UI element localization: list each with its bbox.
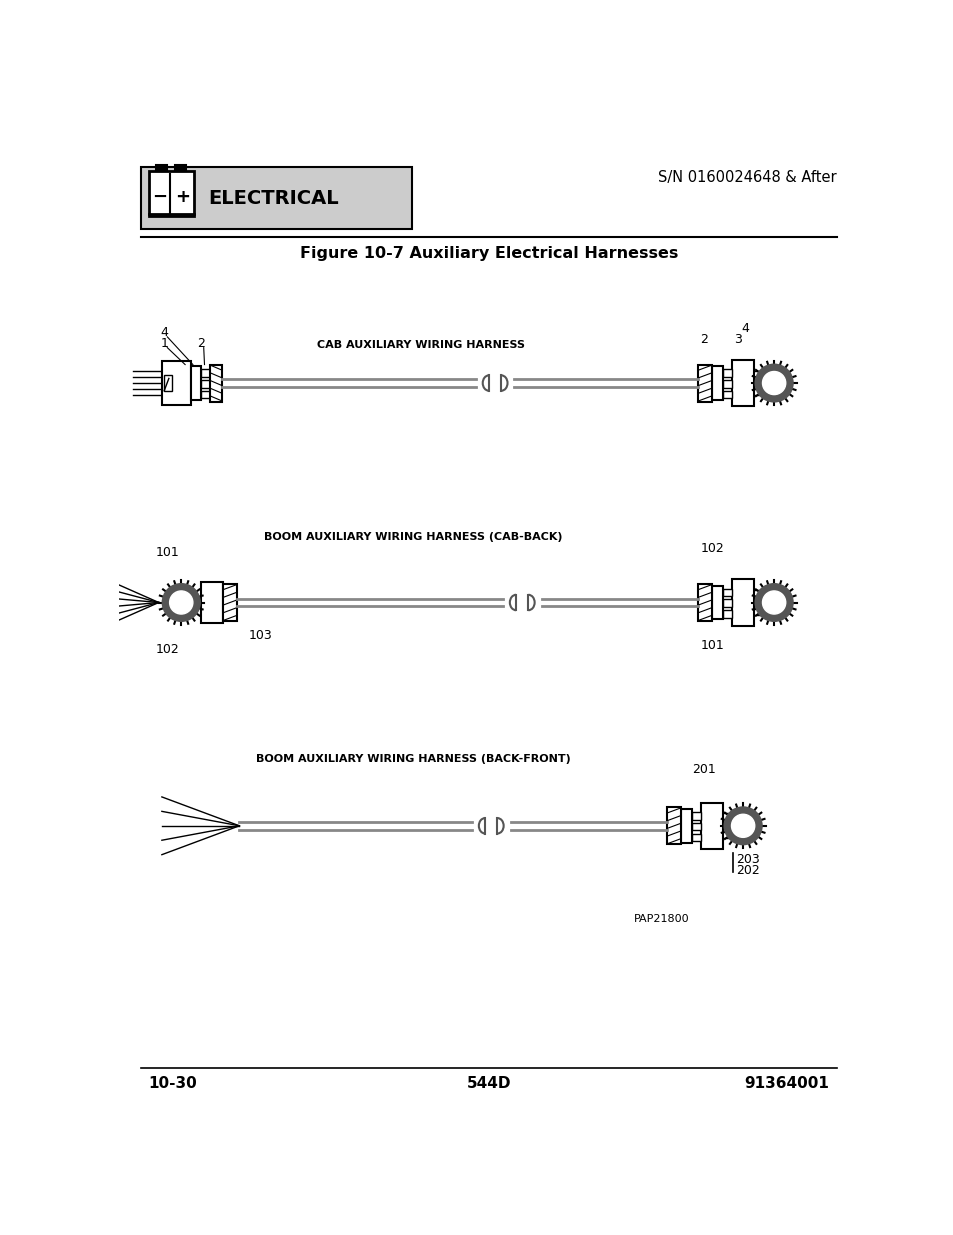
- Bar: [174, 165, 186, 172]
- Bar: [200, 380, 210, 388]
- Text: 4: 4: [740, 322, 749, 335]
- Bar: [732, 359, 753, 406]
- Text: 91364001: 91364001: [743, 1076, 828, 1092]
- Bar: [666, 808, 680, 845]
- Text: CAB AUXILIARY WIRING HARNESS: CAB AUXILIARY WIRING HARNESS: [317, 340, 525, 350]
- Bar: [722, 369, 732, 377]
- Bar: [711, 585, 722, 620]
- Text: 2: 2: [196, 336, 204, 350]
- Circle shape: [761, 372, 785, 395]
- Text: 2: 2: [700, 333, 707, 346]
- Bar: [691, 823, 700, 830]
- Bar: [192, 366, 200, 400]
- Bar: [722, 380, 732, 388]
- Text: 3: 3: [734, 333, 741, 346]
- Bar: [200, 369, 210, 377]
- Bar: [200, 390, 210, 399]
- Text: 102: 102: [700, 542, 723, 556]
- Bar: [149, 172, 193, 216]
- Bar: [722, 599, 732, 608]
- Bar: [711, 366, 722, 400]
- Text: 201: 201: [692, 763, 716, 777]
- Text: 4: 4: [160, 326, 168, 338]
- Bar: [680, 809, 691, 842]
- Bar: [698, 584, 711, 621]
- Bar: [210, 364, 222, 401]
- Bar: [722, 589, 732, 597]
- Text: +: +: [175, 188, 190, 206]
- Text: 103: 103: [249, 630, 273, 642]
- Bar: [700, 803, 722, 848]
- Text: 203: 203: [736, 853, 760, 866]
- Bar: [722, 390, 732, 399]
- Text: 101: 101: [155, 546, 179, 559]
- Text: BOOM AUXILIARY WIRING HARNESS (CAB-BACK): BOOM AUXILIARY WIRING HARNESS (CAB-BACK): [264, 532, 562, 542]
- Text: Figure 10-7 Auxiliary Electrical Harnesses: Figure 10-7 Auxiliary Electrical Harness…: [299, 246, 678, 261]
- Text: S/N 0160024648 & After: S/N 0160024648 & After: [658, 170, 836, 185]
- Text: 10-30: 10-30: [149, 1076, 197, 1092]
- Bar: [201, 583, 223, 622]
- Bar: [162, 362, 192, 405]
- Text: −: −: [152, 188, 167, 206]
- Circle shape: [723, 808, 760, 845]
- Circle shape: [755, 584, 792, 621]
- Circle shape: [761, 592, 785, 614]
- Circle shape: [170, 592, 193, 614]
- Text: 544D: 544D: [466, 1076, 511, 1092]
- Bar: [722, 610, 732, 618]
- Bar: [141, 168, 412, 228]
- Bar: [691, 834, 700, 841]
- Text: 102: 102: [155, 642, 179, 656]
- Circle shape: [731, 814, 754, 837]
- Circle shape: [162, 584, 199, 621]
- Bar: [691, 811, 700, 820]
- Bar: [732, 579, 753, 626]
- Bar: [223, 584, 236, 621]
- Text: 101: 101: [700, 638, 723, 652]
- Text: ELECTRICAL: ELECTRICAL: [208, 189, 338, 207]
- Bar: [698, 364, 711, 401]
- Bar: [156, 165, 167, 172]
- Bar: [164, 375, 172, 390]
- Circle shape: [755, 364, 792, 401]
- Text: 202: 202: [736, 864, 760, 877]
- Text: BOOM AUXILIARY WIRING HARNESS (BACK-FRONT): BOOM AUXILIARY WIRING HARNESS (BACK-FRON…: [256, 753, 571, 763]
- Text: PAP21800: PAP21800: [634, 914, 689, 924]
- Text: 1: 1: [160, 336, 168, 350]
